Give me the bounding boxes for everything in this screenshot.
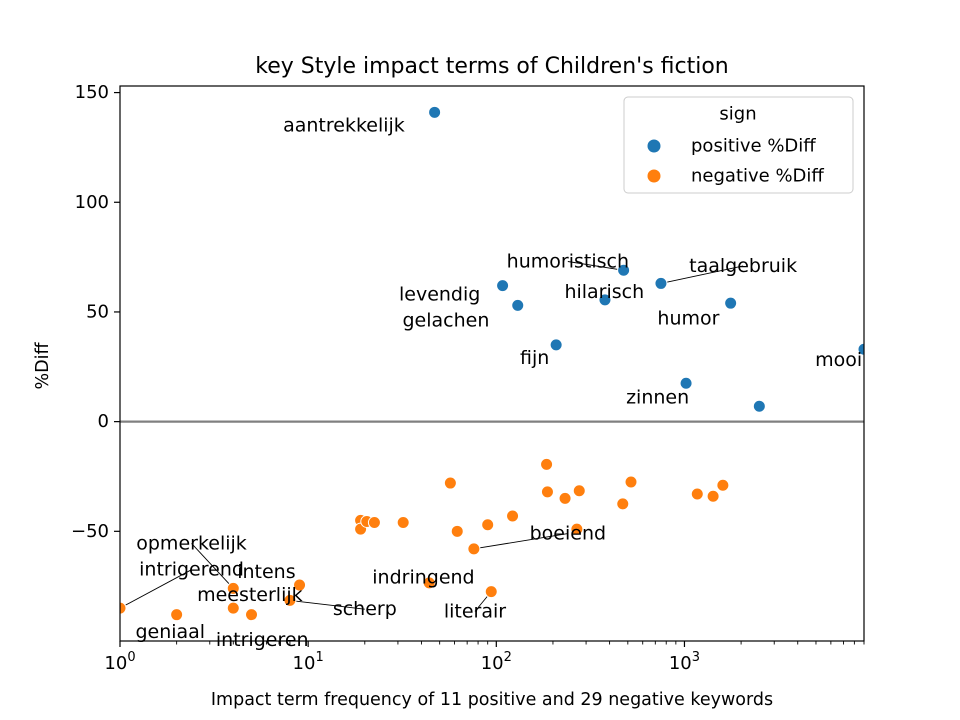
positive-point: [752, 399, 766, 413]
point-annotation-label: intens: [237, 561, 295, 583]
negative-point: [572, 484, 586, 498]
y-axis-label: %Diff: [33, 342, 53, 390]
negative-point: [245, 608, 259, 622]
positive-point: [654, 276, 668, 290]
point-annotation-label: indringend: [372, 566, 474, 588]
x-tick-label: 103: [669, 650, 700, 674]
positive-point: [428, 105, 442, 119]
legend-label: negative %Diff: [691, 166, 824, 187]
negative-point: [422, 576, 436, 590]
x-axis-label: Impact term frequency of 11 positive and…: [211, 690, 773, 710]
point-annotation-label: hilarisch: [564, 281, 644, 303]
point-annotation-label: opmerkelijk: [136, 532, 247, 554]
positive-point: [679, 376, 693, 390]
point-annotation-label: humor: [657, 308, 719, 330]
negative-point: [443, 476, 457, 490]
annotation-leader-line: [567, 261, 624, 271]
y-tick-label: 100: [75, 192, 109, 213]
positive-point: [549, 338, 563, 352]
legend-title: sign: [719, 104, 756, 125]
negative-point: [481, 518, 495, 532]
y-tick-label: 0: [98, 411, 109, 432]
point-annotation-label: intrigeren: [216, 629, 309, 651]
positive-point: [598, 293, 612, 307]
point-annotation-label: intrigerend: [139, 559, 244, 581]
data-points: [120, 105, 864, 622]
positive-point: [617, 263, 631, 277]
x-tick-label: 100: [104, 650, 135, 674]
negative-point: [170, 608, 184, 622]
chart-title: key Style impact terms of Children's fic…: [255, 54, 729, 79]
annotation-leader-line: [473, 533, 568, 550]
negative-point: [624, 475, 638, 489]
negative-point: [616, 497, 630, 511]
point-annotation-label: boeiend: [530, 523, 606, 545]
point-annotation-label: zinnen: [626, 387, 689, 409]
y-tick-label: −50: [71, 521, 109, 542]
negative-point: [226, 601, 240, 615]
negative-point: [540, 485, 554, 499]
negative-point: [690, 487, 704, 501]
negative-point: [558, 491, 572, 505]
point-annotation-label: taalgebruik: [689, 255, 797, 277]
point-annotation-label: scherp: [333, 598, 397, 620]
annotation-leader-line: [119, 569, 192, 609]
negative-point: [716, 478, 730, 492]
negative-point: [506, 509, 520, 523]
negative-point: [450, 524, 464, 538]
negative-point: [484, 585, 498, 599]
x-tick-label: 101: [293, 650, 324, 674]
point-annotation-label: humoristisch: [507, 250, 629, 272]
positive-point: [724, 296, 738, 310]
negative-point: [570, 522, 584, 536]
positive-point: [496, 279, 510, 293]
negative-point: [226, 581, 240, 595]
negative-point: [120, 601, 127, 615]
annotation-leader-line: [289, 599, 365, 610]
annotation-leader-line: [191, 543, 234, 589]
negative-point: [396, 516, 410, 530]
negative-point: [367, 516, 381, 530]
legend-box: [623, 96, 854, 194]
negative-point: [540, 457, 554, 471]
point-annotation-label: fijn: [520, 347, 549, 369]
point-annotation-label: gelachen: [403, 310, 490, 332]
point-annotation-label: aantrekkelijk: [283, 114, 405, 136]
negative-point: [467, 542, 481, 556]
y-tick-label: 150: [75, 82, 109, 103]
x-tick-label: 102: [481, 650, 512, 674]
axes-frame: [119, 85, 865, 642]
positive-point: [511, 298, 525, 312]
point-annotation-label: literair: [444, 600, 506, 622]
legend-label: positive %Diff: [691, 136, 816, 157]
point-annotation-label: geniaal: [135, 621, 205, 643]
positive-point: [857, 342, 864, 356]
negative-point: [706, 489, 720, 503]
negative-point: [283, 593, 297, 607]
annotation-leader-line: [660, 265, 744, 284]
y-tick-label: 50: [86, 301, 109, 322]
plot-area: aantrekkelijk levendig gelachen fijn hilaris…: [71, 82, 865, 674]
point-annotation-label: levendig: [399, 283, 480, 305]
point-annotation-label: mooi: [815, 349, 862, 371]
negative-point: [293, 578, 307, 592]
legend-marker: [646, 138, 662, 154]
legend-marker: [646, 168, 662, 184]
point-annotation-label: meesterlijk: [197, 584, 303, 606]
